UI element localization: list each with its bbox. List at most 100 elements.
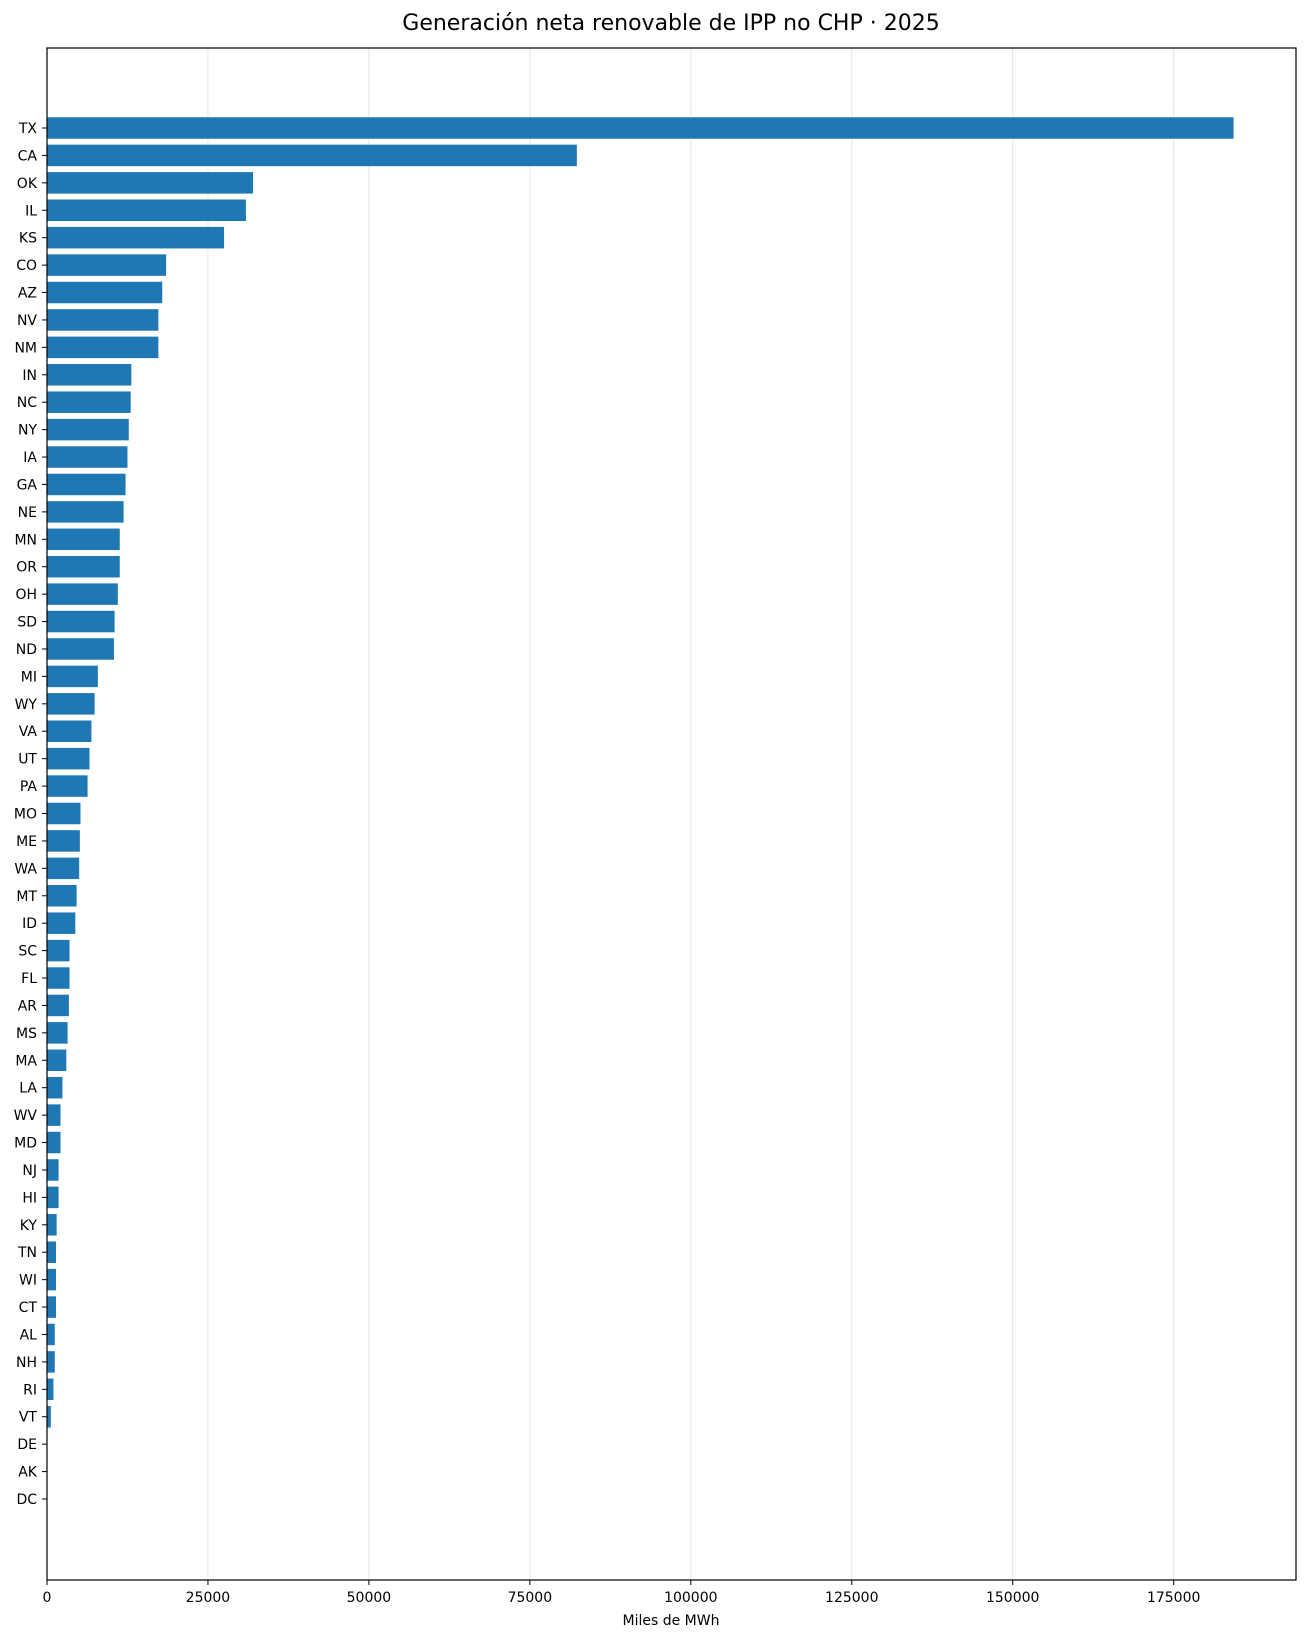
bar-nh xyxy=(47,1351,55,1373)
y-tick-label-ga: GA xyxy=(17,477,38,493)
y-tick-label-dc: DC xyxy=(16,1492,37,1508)
bar-in xyxy=(47,364,132,386)
x-axis-title: Miles de MWh xyxy=(623,1613,720,1629)
bar-nj xyxy=(47,1159,59,1181)
bars xyxy=(47,117,1234,1428)
y-tick-label-id: ID xyxy=(22,916,37,932)
bar-id xyxy=(47,912,76,934)
x-tick-label: 75000 xyxy=(508,1590,553,1606)
bar-wi xyxy=(47,1268,57,1291)
x-tick-label: 25000 xyxy=(186,1590,231,1606)
grid-lines xyxy=(207,48,1175,1580)
y-tick-label-ky: KY xyxy=(20,1218,38,1234)
bar-ut xyxy=(47,747,90,770)
y-tick-label-oh: OH xyxy=(15,587,37,603)
bar-ny xyxy=(47,418,129,441)
y-tick-label-ak: AK xyxy=(18,1465,38,1481)
bar-al xyxy=(47,1323,55,1346)
y-tick-label-ar: AR xyxy=(18,998,38,1014)
x-tick-label: 150000 xyxy=(986,1590,1039,1606)
x-tick-label: 0 xyxy=(43,1590,52,1606)
y-tick-label-in: IN xyxy=(22,368,37,384)
bar-tn xyxy=(47,1241,57,1263)
y-tick-label-al: AL xyxy=(20,1327,38,1343)
bar-ok xyxy=(47,172,254,194)
y-tick-label-ca: CA xyxy=(18,148,38,164)
bar-nd xyxy=(47,638,114,660)
chart-title: Generación neta renovable de IPP no CHP … xyxy=(402,11,939,36)
y-tick-label-ct: CT xyxy=(19,1300,38,1316)
y-tick-label-nc: NC xyxy=(17,395,37,411)
bar-wa xyxy=(47,857,80,880)
bar-ne xyxy=(47,501,124,523)
bar-la xyxy=(47,1076,63,1099)
y-tick-label-nd: ND xyxy=(16,642,37,658)
y-tick-label-nm: NM xyxy=(14,340,37,356)
y-tick-label-sd: SD xyxy=(17,615,37,631)
y-tick-label-me: ME xyxy=(16,834,37,850)
y-tick-label-tn: TN xyxy=(17,1245,37,1261)
y-tick-label-mt: MT xyxy=(16,889,37,905)
bar-nc xyxy=(47,391,131,413)
bar-az xyxy=(47,281,163,304)
y-tick-label-or: OR xyxy=(16,560,37,576)
bar-mt xyxy=(47,885,77,907)
y-tick-label-mi: MI xyxy=(21,669,37,685)
y-tick-label-tx: TX xyxy=(18,121,38,137)
y-tick-label-mn: MN xyxy=(14,532,37,548)
bar-wv xyxy=(47,1104,61,1126)
y-tick-label-sc: SC xyxy=(18,944,37,960)
bar-fl xyxy=(47,967,70,989)
bar-me xyxy=(47,830,80,852)
bar-ct xyxy=(47,1296,57,1318)
y-tick-label-wa: WA xyxy=(14,861,37,877)
y-tick-label-nj: NJ xyxy=(22,1163,37,1179)
bar-sd xyxy=(47,610,115,633)
y-tick-label-va: VA xyxy=(19,724,38,740)
y-tick-label-vt: VT xyxy=(19,1410,38,1426)
y-tick-label-la: LA xyxy=(19,1081,37,1097)
plot-frame xyxy=(46,47,1297,1581)
x-axis: 0 25000 50000 75000 100000 125000 150000 175000 xyxy=(43,1580,1200,1606)
y-tick-label-il: IL xyxy=(25,203,37,219)
bar-mn xyxy=(47,528,120,551)
y-tick-label-ok: OK xyxy=(17,176,38,192)
y-tick-label-mo: MO xyxy=(14,807,37,823)
bar-md xyxy=(47,1131,61,1154)
y-tick-label-nv: NV xyxy=(17,313,37,329)
bar-ms xyxy=(47,1022,68,1044)
y-tick-label-nh: NH xyxy=(16,1355,37,1371)
bar-co xyxy=(47,254,167,276)
bar-ks xyxy=(47,226,225,249)
y-tick-label-ut: UT xyxy=(18,752,37,768)
x-tick-label: 125000 xyxy=(825,1590,878,1606)
bar-mi xyxy=(47,665,98,688)
bar-il xyxy=(47,199,246,222)
bar-hi xyxy=(47,1186,59,1209)
bar-nv xyxy=(47,309,159,331)
y-tick-label-fl: FL xyxy=(21,971,37,987)
bar-ia xyxy=(47,446,128,468)
y-tick-label-wi: WI xyxy=(19,1273,37,1289)
y-tick-label-ri: RI xyxy=(23,1382,37,1398)
y-tick-label-ia: IA xyxy=(23,450,37,466)
bar-vt xyxy=(47,1405,51,1428)
y-axis: TX CA OK IL KS CO AZ NV NM IN NC NY IA GA NE MN OR OH SD ND… xyxy=(14,121,47,1508)
y-tick-label-ks: KS xyxy=(19,231,37,247)
y-tick-label-hi: HI xyxy=(22,1190,37,1206)
bar-sc xyxy=(47,939,70,962)
bar-mo xyxy=(47,802,81,825)
y-tick-label-wy: WY xyxy=(15,697,38,713)
y-tick-label-ma: MA xyxy=(15,1053,37,1069)
y-tick-label-co: CO xyxy=(16,258,37,274)
bar-or xyxy=(47,555,120,578)
y-tick-label-de: DE xyxy=(17,1437,37,1453)
bar-ar xyxy=(47,994,69,1017)
bar-ga xyxy=(47,473,126,496)
bar-ky xyxy=(47,1214,57,1236)
bar-nm xyxy=(47,336,159,359)
y-tick-label-wv: WV xyxy=(14,1108,38,1124)
bar-wy xyxy=(47,693,95,715)
